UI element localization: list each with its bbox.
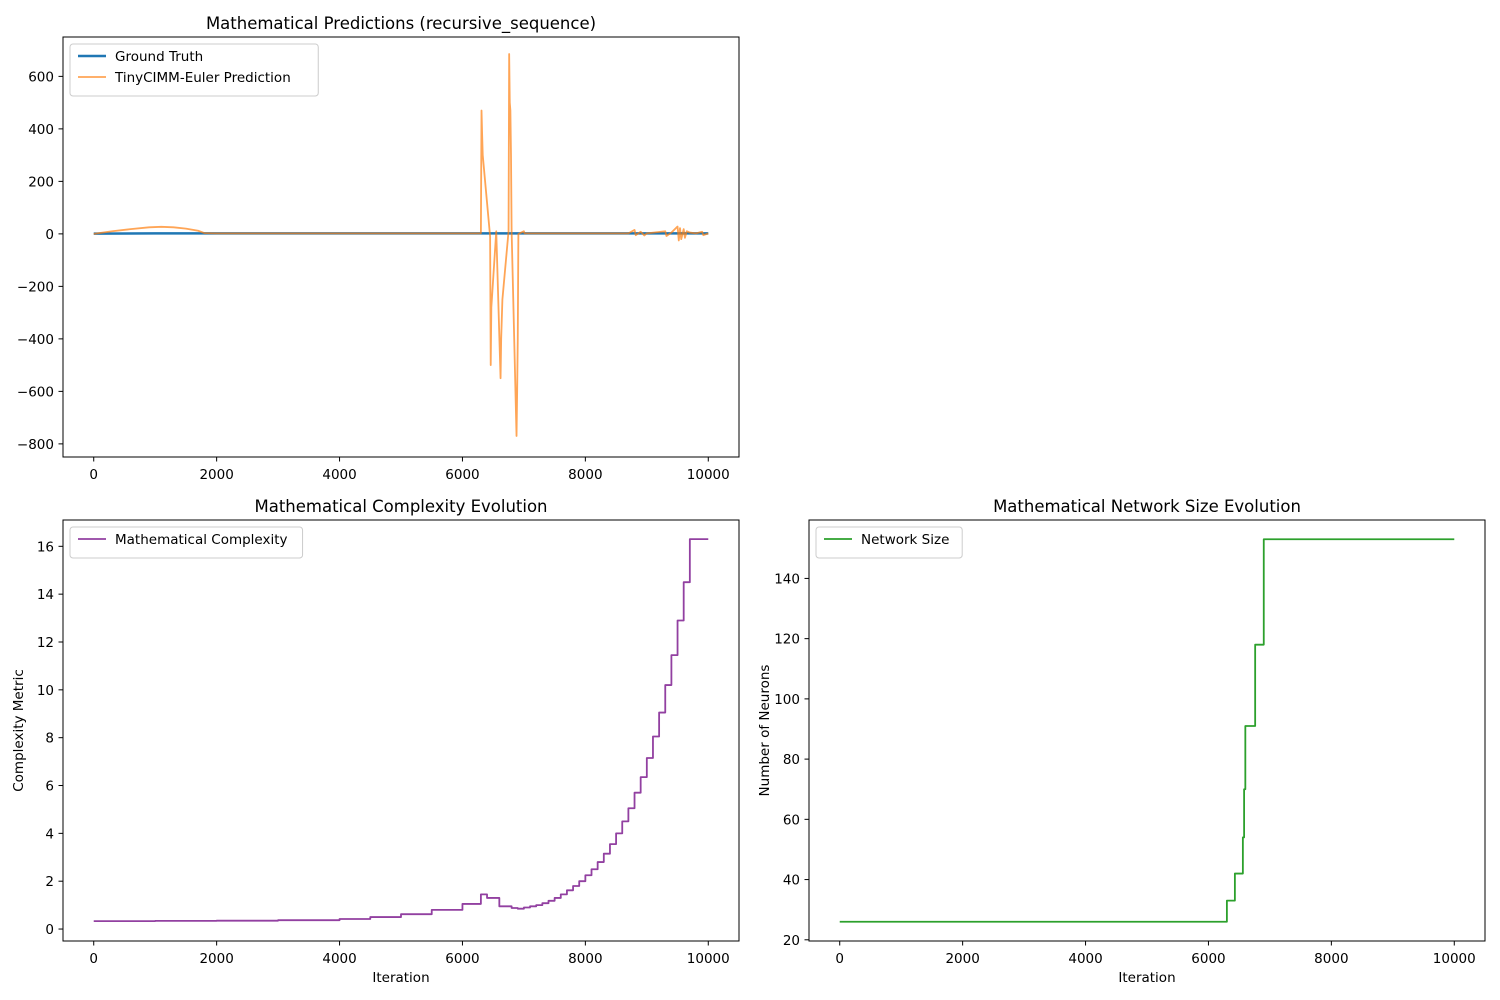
y-tick-label: 100 xyxy=(774,692,800,708)
x-axis-label: Iteration xyxy=(372,970,429,986)
x-tick-label: 10000 xyxy=(687,951,730,967)
y-axis-label: Complexity Metric xyxy=(11,669,27,792)
y-tick-label: −200 xyxy=(17,279,54,295)
x-tick-label: 6000 xyxy=(445,467,479,483)
x-tick-label: 10000 xyxy=(1433,951,1476,967)
y-tick-label: 10 xyxy=(37,683,54,699)
y-tick-label: 6 xyxy=(45,779,54,795)
y-tick-label: 80 xyxy=(783,752,800,768)
y-tick-label: 0 xyxy=(45,922,54,938)
y-tick-label: −800 xyxy=(17,437,54,453)
chart-title: Mathematical Network Size Evolution xyxy=(993,497,1301,516)
y-tick-label: 20 xyxy=(783,933,800,949)
network-size-panel: 0 2000 4000 6000 8000 10000 20 40 60 80 100 120 140 M… xyxy=(757,497,1486,986)
x-tick-label: 4000 xyxy=(1068,951,1102,967)
legend-box xyxy=(815,526,963,559)
x-axis-label: Iteration xyxy=(1118,970,1175,986)
x-tick-label: 8000 xyxy=(568,467,602,483)
y-tick-label: 60 xyxy=(783,812,800,828)
y-tick-label: 8 xyxy=(45,731,54,747)
y-tick-label: −400 xyxy=(17,332,54,348)
x-tick-label: 4000 xyxy=(322,467,356,483)
predictions-panel: 0 2000 4000 6000 8000 10000 −800 −600 −400 −200 0 2… xyxy=(17,14,740,483)
series-line-1 xyxy=(93,53,709,437)
chart-title: Mathematical Complexity Evolution xyxy=(254,497,547,516)
chart-title: Mathematical Predictions (recursive_sequ… xyxy=(206,14,596,34)
y-tick-label: 200 xyxy=(28,174,54,190)
y-tick-label: 0 xyxy=(45,227,54,243)
legend-label: Mathematical Complexity xyxy=(115,532,288,548)
legend: Ground Truth TinyCIMM-Euler Prediction xyxy=(69,43,319,97)
series-line-0 xyxy=(93,538,709,923)
y-tick-label: 40 xyxy=(783,873,800,889)
y-tick-label: 16 xyxy=(37,539,54,555)
x-tick-label: 6000 xyxy=(445,951,479,967)
x-tick-label: 8000 xyxy=(568,951,602,967)
series-line-0 xyxy=(839,538,1455,923)
x-tick-label: 4000 xyxy=(322,951,356,967)
y-tick-label: 120 xyxy=(774,632,800,648)
legend: Mathematical Complexity xyxy=(69,526,304,559)
axes-frame xyxy=(808,519,1486,942)
x-tick-label: 6000 xyxy=(1191,951,1225,967)
axes-frame xyxy=(62,36,740,458)
y-tick-label: 2 xyxy=(45,874,54,890)
legend-box xyxy=(69,43,319,97)
x-tick-label: 0 xyxy=(835,951,844,967)
axes-frame xyxy=(62,519,740,942)
y-tick-label: 12 xyxy=(37,635,54,651)
x-tick-label: 2000 xyxy=(199,467,233,483)
y-axis-label: Number of Neurons xyxy=(757,665,773,797)
complexity-panel: 0 2000 4000 6000 8000 10000 0 2 4 6 8 10 12 14 16 Mathe… xyxy=(11,497,740,986)
x-tick-label: 8000 xyxy=(1314,951,1348,967)
y-tick-label: 400 xyxy=(28,122,54,138)
x-tick-label: 0 xyxy=(89,467,98,483)
y-tick-label: 14 xyxy=(37,587,54,603)
y-tick-label: 4 xyxy=(45,826,54,842)
y-tick-label: 140 xyxy=(774,571,800,587)
legend-label: Network Size xyxy=(861,532,949,548)
x-tick-label: 10000 xyxy=(687,467,730,483)
legend: Network Size xyxy=(815,526,963,559)
legend-label: TinyCIMM-Euler Prediction xyxy=(114,70,291,86)
y-tick-label: −600 xyxy=(17,384,54,400)
x-tick-label: 0 xyxy=(89,951,98,967)
x-tick-label: 2000 xyxy=(199,951,233,967)
legend-box xyxy=(69,526,304,559)
x-tick-label: 2000 xyxy=(945,951,979,967)
y-tick-label: 600 xyxy=(28,69,54,85)
legend-label: Ground Truth xyxy=(115,49,203,65)
